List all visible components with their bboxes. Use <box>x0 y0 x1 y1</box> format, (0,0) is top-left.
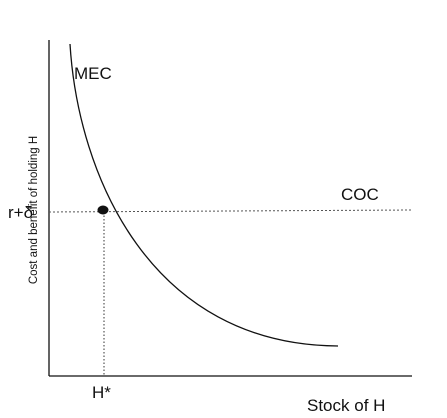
coc-line <box>48 209 413 213</box>
equilibrium-point <box>97 205 109 215</box>
coc-label: COC <box>341 185 379 204</box>
mec-label: MEC <box>74 64 112 83</box>
y-axis-label: Cost and benefit of holding H <box>28 136 40 284</box>
mec-curve <box>69 43 339 347</box>
x-axis-label: Stock of H <box>307 396 385 413</box>
rate-label: r+δ <box>8 203 33 222</box>
equilibrium-label: H* <box>92 383 111 402</box>
